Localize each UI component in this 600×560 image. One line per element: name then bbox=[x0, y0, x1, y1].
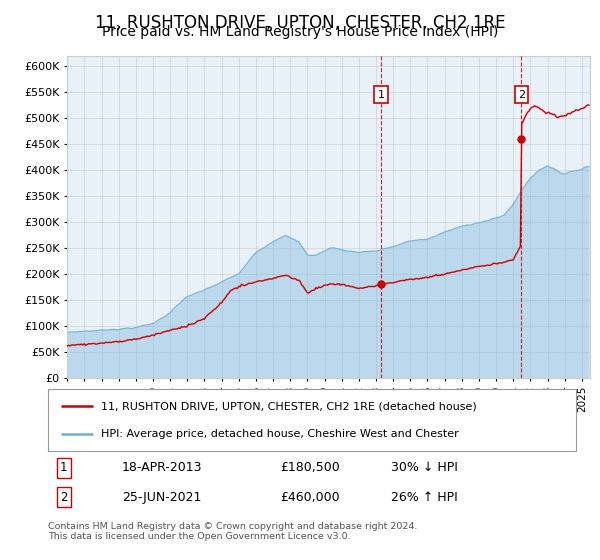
Text: 18-APR-2013: 18-APR-2013 bbox=[122, 461, 202, 474]
FancyBboxPatch shape bbox=[48, 389, 576, 451]
Text: 25-JUN-2021: 25-JUN-2021 bbox=[122, 491, 201, 504]
Text: 11, RUSHTON DRIVE, UPTON, CHESTER, CH2 1RE: 11, RUSHTON DRIVE, UPTON, CHESTER, CH2 1… bbox=[95, 14, 505, 32]
Text: 26% ↑ HPI: 26% ↑ HPI bbox=[391, 491, 458, 504]
Text: £460,000: £460,000 bbox=[280, 491, 340, 504]
Text: Contains HM Land Registry data © Crown copyright and database right 2024.
This d: Contains HM Land Registry data © Crown c… bbox=[48, 522, 418, 542]
Text: 1: 1 bbox=[60, 461, 68, 474]
Text: 2: 2 bbox=[518, 90, 525, 100]
Text: 30% ↓ HPI: 30% ↓ HPI bbox=[391, 461, 458, 474]
Text: Price paid vs. HM Land Registry's House Price Index (HPI): Price paid vs. HM Land Registry's House … bbox=[102, 25, 498, 39]
Text: 1: 1 bbox=[377, 90, 385, 100]
Text: 2: 2 bbox=[60, 491, 68, 504]
Text: HPI: Average price, detached house, Cheshire West and Chester: HPI: Average price, detached house, Ches… bbox=[101, 428, 458, 438]
Text: £180,500: £180,500 bbox=[280, 461, 340, 474]
Text: 11, RUSHTON DRIVE, UPTON, CHESTER, CH2 1RE (detached house): 11, RUSHTON DRIVE, UPTON, CHESTER, CH2 1… bbox=[101, 402, 476, 412]
